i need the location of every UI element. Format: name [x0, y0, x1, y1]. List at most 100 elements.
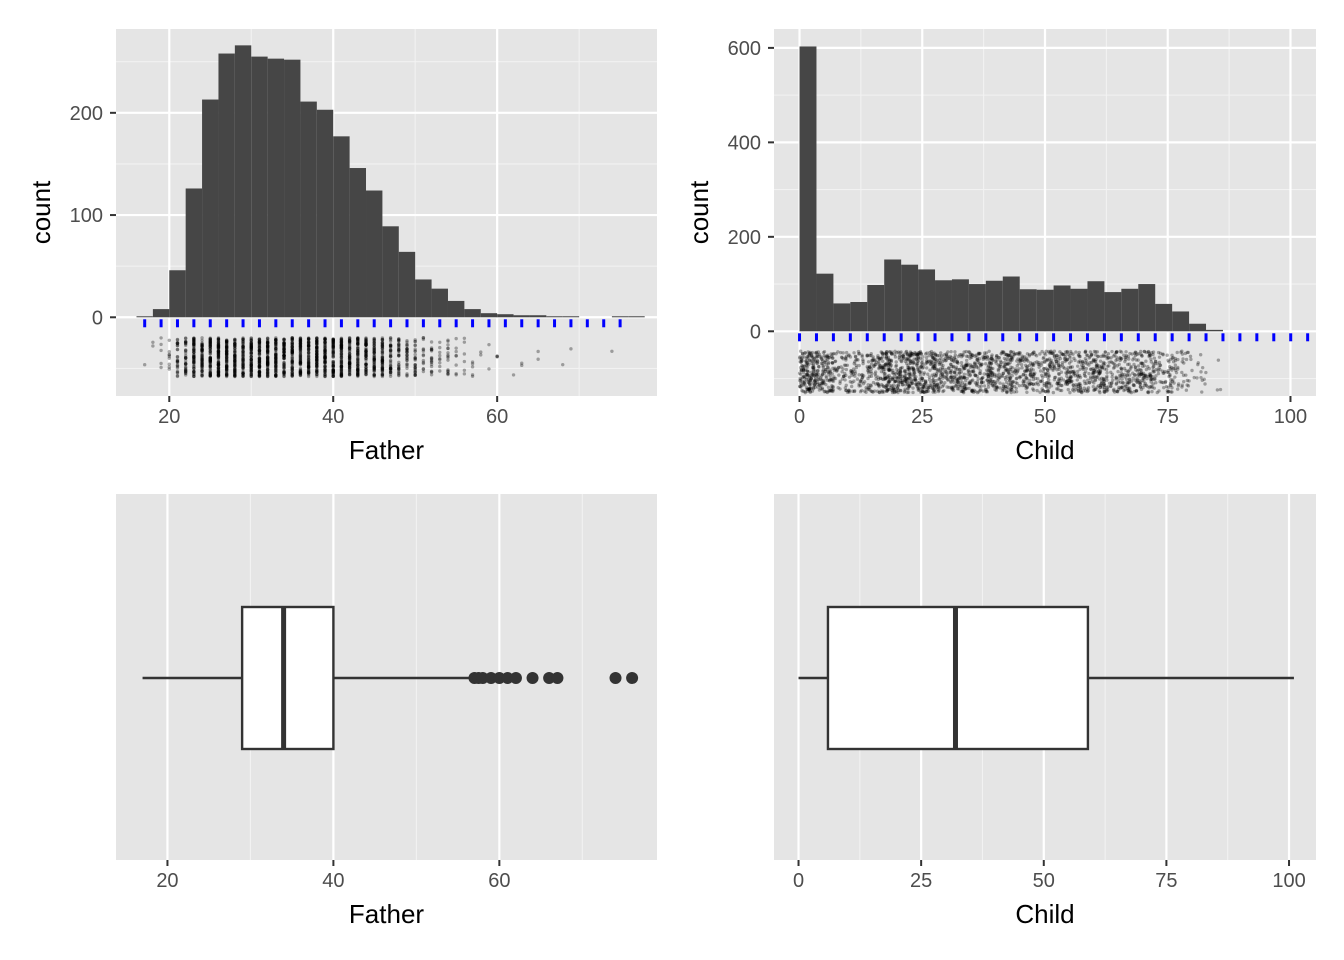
jittered-point [208, 342, 212, 347]
jittered-point [849, 384, 854, 389]
jittered-point [898, 371, 902, 375]
jittered-point [216, 355, 221, 359]
jittered-point [183, 368, 188, 373]
jittered-point [282, 344, 286, 348]
jittered-point [208, 366, 212, 370]
jittered-point [192, 372, 196, 377]
jittered-point [216, 366, 221, 370]
jittered-point [175, 370, 180, 374]
jittered-point [200, 373, 204, 377]
jittered-point [200, 366, 204, 370]
jittered-point [265, 344, 270, 348]
jittered-point [200, 343, 204, 348]
jittered-point [208, 349, 212, 354]
jittered-point [192, 337, 196, 342]
jittered-point [249, 369, 253, 373]
jittered-point [1149, 357, 1153, 361]
jittered-point [1119, 350, 1124, 354]
jittered-point [1084, 359, 1088, 363]
jittered-point [192, 356, 196, 360]
jittered-point [405, 340, 409, 344]
jittered-point [192, 350, 196, 354]
jittered-point [216, 337, 221, 341]
jittered-point [233, 368, 237, 372]
histogram-bar [169, 270, 186, 318]
jittered-point [233, 358, 237, 363]
jittered-point [233, 344, 237, 348]
jittered-point [216, 337, 221, 341]
jittered-point [200, 344, 204, 349]
jittered-point [931, 378, 935, 382]
jittered-point [963, 366, 967, 371]
jittered-point [916, 380, 921, 385]
jittered-point [183, 362, 188, 366]
jittered-point [405, 355, 409, 359]
jittered-point [183, 339, 188, 344]
jittered-point [984, 389, 989, 393]
jittered-point [917, 386, 921, 390]
jittered-point [930, 373, 934, 377]
jittered-point [438, 357, 442, 361]
jittered-point [964, 358, 969, 363]
histogram-bar [136, 316, 153, 318]
jittered-point [224, 349, 229, 354]
jittered-point [907, 354, 911, 359]
jittered-point [1124, 368, 1128, 373]
jittered-point [233, 342, 237, 346]
jittered-point [274, 351, 278, 355]
jittered-point [200, 348, 204, 353]
jittered-point [1082, 373, 1087, 378]
jittered-point [233, 338, 237, 342]
jittered-point [216, 363, 221, 367]
jittered-point [224, 371, 229, 376]
jittered-point [937, 377, 941, 381]
jittered-point [397, 368, 401, 372]
jittered-point [968, 365, 973, 370]
jittered-point [1181, 357, 1185, 361]
jittered-point [175, 359, 180, 363]
jittered-point [856, 349, 861, 354]
jittered-point [233, 366, 237, 371]
jittered-point [816, 350, 821, 354]
jittered-point [224, 359, 229, 363]
jittered-point [306, 358, 311, 362]
jittered-point [192, 354, 196, 358]
jittered-point [208, 358, 212, 362]
jittered-point [454, 346, 458, 350]
jittered-point [959, 360, 964, 365]
jittered-point [216, 362, 221, 366]
jittered-point [975, 380, 980, 384]
jittered-point [282, 356, 286, 360]
jittered-point [224, 338, 229, 342]
histogram-bar [497, 314, 514, 318]
jittered-point [208, 358, 212, 362]
jittered-point [1182, 361, 1186, 365]
jittered-point [249, 336, 253, 340]
jittered-point [1123, 384, 1127, 388]
jittered-point [208, 363, 212, 367]
jittered-point [884, 363, 888, 368]
jittered-point [1168, 374, 1172, 378]
jittered-point [224, 355, 229, 359]
jittered-point [886, 376, 891, 381]
jittered-point [1075, 378, 1080, 382]
jittered-point [946, 378, 950, 382]
jittered-point [1142, 364, 1147, 368]
jittered-point [446, 351, 450, 355]
jittered-point [224, 353, 229, 357]
jittered-point [192, 354, 196, 358]
jittered-point [1215, 388, 1220, 392]
jittered-point [1132, 390, 1136, 394]
jittered-point [952, 375, 957, 379]
jittered-point [487, 342, 491, 347]
jittered-point [241, 366, 245, 370]
jittered-point [910, 351, 914, 356]
jittered-point [183, 367, 188, 371]
jittered-point [192, 360, 196, 364]
jittered-point [192, 350, 196, 354]
jittered-point [192, 367, 196, 371]
jittered-point [927, 375, 932, 379]
jittered-point [920, 363, 925, 367]
jittered-point [290, 373, 294, 377]
jittered-point [1119, 356, 1124, 361]
